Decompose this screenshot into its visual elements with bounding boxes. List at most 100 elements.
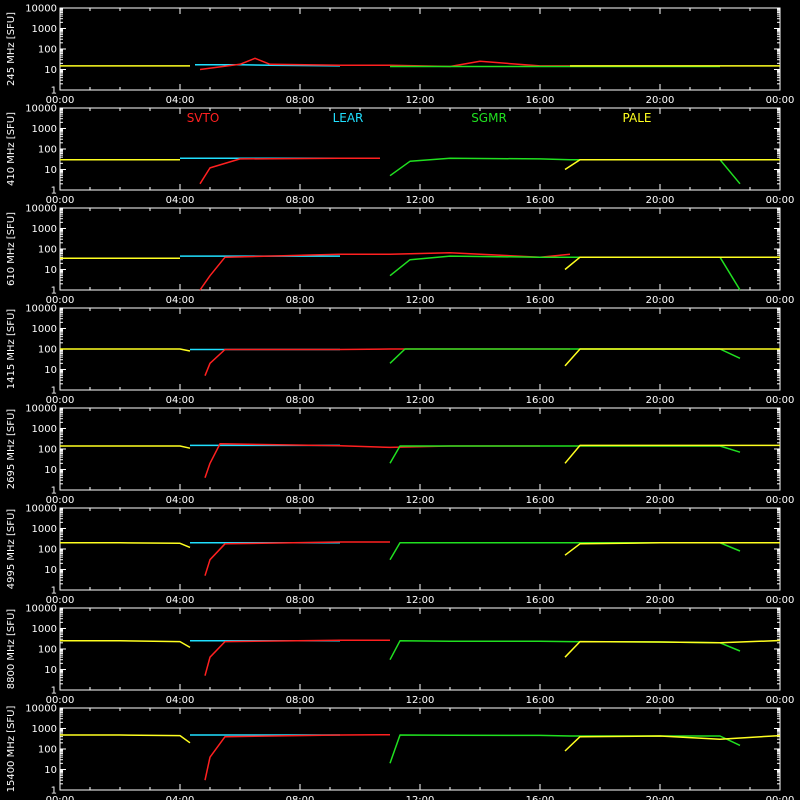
x-tick-label: 16:00: [526, 795, 555, 800]
x-tick-label: 00:00: [46, 495, 75, 506]
y-tick-label: 10000: [25, 4, 57, 15]
y-tick-label: 1000: [32, 624, 57, 635]
x-tick-label: 20:00: [646, 495, 675, 506]
series-line-sgmr: [389, 157, 741, 185]
series-line-svto: [204, 443, 540, 478]
y-axis-label: 2695 MHz [SFU]: [6, 409, 17, 490]
y-tick-label: 10000: [25, 204, 57, 215]
x-tick-label: 16:00: [526, 95, 555, 106]
x-tick-label: 00:00: [766, 495, 795, 506]
series-line-sgmr: [389, 542, 741, 561]
series-line-pale: [564, 542, 780, 556]
x-tick-label: 08:00: [286, 195, 315, 206]
y-axis-label: 1415 MHz [SFU]: [6, 309, 17, 390]
x-tick-label: 00:00: [766, 195, 795, 206]
x-tick-label: 00:00: [46, 95, 75, 106]
series-line-pale: [60, 542, 191, 549]
x-tick-label: 00:00: [766, 95, 795, 106]
x-tick-label: 00:00: [46, 595, 75, 606]
x-tick-label: 04:00: [166, 795, 195, 800]
x-tick-label: 00:00: [766, 295, 795, 306]
x-tick-label: 12:00: [406, 695, 435, 706]
y-tick-label: 1: [51, 186, 57, 197]
y-tick-label: 1000: [32, 424, 57, 435]
y-tick-label: 1: [51, 286, 57, 297]
plot-frame-0: [59, 7, 781, 91]
y-axis-label: 4995 MHz [SFU]: [6, 509, 17, 590]
y-axis-label: 15400 MHz [SFU]: [6, 706, 17, 793]
x-tick-label: 04:00: [166, 295, 195, 306]
x-tick-label: 08:00: [286, 795, 315, 800]
x-tick-label: 20:00: [646, 395, 675, 406]
series-line-sgmr: [389, 734, 741, 764]
series-line-pale: [564, 444, 780, 464]
series-line-pale: [564, 639, 781, 658]
series-line-pale: [564, 734, 781, 752]
x-tick-label: 04:00: [166, 495, 195, 506]
plot-frame-4: [59, 407, 781, 491]
series-line-svto: [204, 348, 570, 376]
y-tick-label: 10000: [25, 304, 57, 315]
y-tick-label: 1000: [32, 24, 57, 35]
x-tick-label: 12:00: [406, 295, 435, 306]
x-tick-label: 20:00: [646, 595, 675, 606]
series-line-svto: [204, 541, 390, 576]
x-tick-label: 04:00: [166, 195, 195, 206]
y-tick-label: 10: [44, 765, 57, 776]
legend-entry-sgmr: SGMR: [471, 111, 507, 125]
y-tick-label: 100: [38, 45, 57, 56]
y-tick-label: 1: [51, 786, 57, 797]
x-tick-label: 08:00: [286, 595, 315, 606]
series-line-sgmr: [389, 255, 741, 291]
x-tick-label: 00:00: [46, 395, 75, 406]
x-tick-label: 04:00: [166, 395, 195, 406]
series-line-svto: [204, 733, 391, 781]
y-tick-label: 1: [51, 386, 57, 397]
series-line-svto: [199, 157, 380, 185]
plot-frame-1: [59, 107, 781, 191]
x-tick-label: 20:00: [646, 295, 675, 306]
series-line-pale: [60, 640, 191, 649]
y-tick-label: 10: [44, 565, 57, 576]
y-axis-label: 8800 MHz [SFU]: [6, 609, 17, 690]
plot-frame-5: [59, 507, 781, 591]
y-tick-label: 1: [51, 686, 57, 697]
x-tick-label: 20:00: [646, 95, 675, 106]
x-tick-label: 00:00: [766, 595, 795, 606]
x-tick-label: 00:00: [46, 695, 75, 706]
y-tick-label: 10000: [25, 404, 57, 415]
x-tick-label: 00:00: [766, 795, 795, 800]
x-tick-label: 20:00: [646, 695, 675, 706]
series-line-lear: [195, 64, 341, 67]
series-line-pale: [60, 348, 191, 352]
x-tick-label: 00:00: [766, 695, 795, 706]
series-line-pale: [564, 348, 780, 367]
series-line-pale: [60, 734, 191, 744]
x-tick-label: 16:00: [526, 295, 555, 306]
x-tick-label: 12:00: [406, 795, 435, 800]
y-tick-label: 1000: [32, 224, 57, 235]
x-tick-label: 04:00: [166, 595, 195, 606]
x-tick-label: 12:00: [406, 195, 435, 206]
y-tick-label: 10: [44, 165, 57, 176]
series-line-svto: [199, 252, 571, 291]
x-tick-label: 12:00: [406, 595, 435, 606]
x-tick-label: 00:00: [46, 295, 75, 306]
y-tick-label: 100: [38, 545, 57, 556]
y-axis-label: 245 MHz [SFU]: [6, 12, 17, 86]
series-line-pale: [564, 256, 780, 271]
x-tick-label: 08:00: [286, 295, 315, 306]
y-tick-label: 10: [44, 265, 57, 276]
series-line-pale: [60, 445, 191, 449]
series-line-sgmr: [389, 348, 741, 364]
y-tick-label: 100: [38, 745, 57, 756]
y-tick-label: 100: [38, 345, 57, 356]
y-tick-label: 10000: [25, 604, 57, 615]
x-tick-label: 04:00: [166, 695, 195, 706]
x-tick-label: 00:00: [46, 795, 75, 800]
legend-entry-pale: PALE: [623, 111, 652, 125]
x-tick-label: 08:00: [286, 395, 315, 406]
x-tick-label: 16:00: [526, 495, 555, 506]
series-line-svto: [199, 57, 570, 71]
